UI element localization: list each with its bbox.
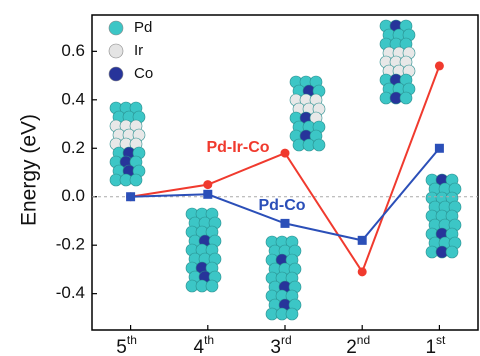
- y-tick-label: 0.2: [61, 138, 85, 157]
- legend-swatch: [109, 44, 123, 58]
- point: [358, 267, 367, 276]
- point: [203, 190, 212, 199]
- x-tick-label: 5th: [116, 333, 137, 356]
- point: [358, 236, 367, 245]
- point: [435, 61, 444, 70]
- series-label: Pd-Co: [258, 197, 305, 214]
- legend-label: Ir: [134, 42, 143, 59]
- y-tick-label: 0.6: [61, 41, 85, 60]
- point: [203, 180, 212, 189]
- x-tick-label: 1st: [425, 333, 446, 356]
- series-label: Pd-Ir-Co: [206, 139, 269, 156]
- y-tick-label: 0.4: [61, 89, 85, 108]
- atom: [400, 92, 412, 104]
- y-tick-label: -0.4: [56, 283, 85, 302]
- atom: [206, 280, 218, 292]
- chart: Energy (eV) -0.4 -0.2 0.0 0.2 0.4 0.6 5th 4th 3r…: [0, 0, 480, 356]
- atom: [286, 308, 298, 320]
- legend-swatch: [109, 67, 123, 81]
- y-axis-label: Energy (eV): [18, 114, 41, 226]
- point: [435, 144, 444, 153]
- y-tick-label: 0.0: [61, 186, 85, 205]
- atom: [446, 246, 458, 258]
- legend-swatch: [109, 21, 123, 35]
- point: [126, 192, 135, 201]
- x-tick-label: 3rd: [270, 333, 291, 356]
- legend-label: Co: [134, 65, 153, 82]
- atom: [313, 139, 325, 151]
- y-tick-label: -0.2: [56, 235, 85, 254]
- x-tick-label: 4th: [194, 333, 215, 356]
- point: [281, 149, 290, 158]
- legend-label: Pd: [134, 19, 152, 36]
- x-tick-label: 2nd: [346, 333, 370, 356]
- atom: [130, 174, 142, 186]
- point: [281, 219, 290, 228]
